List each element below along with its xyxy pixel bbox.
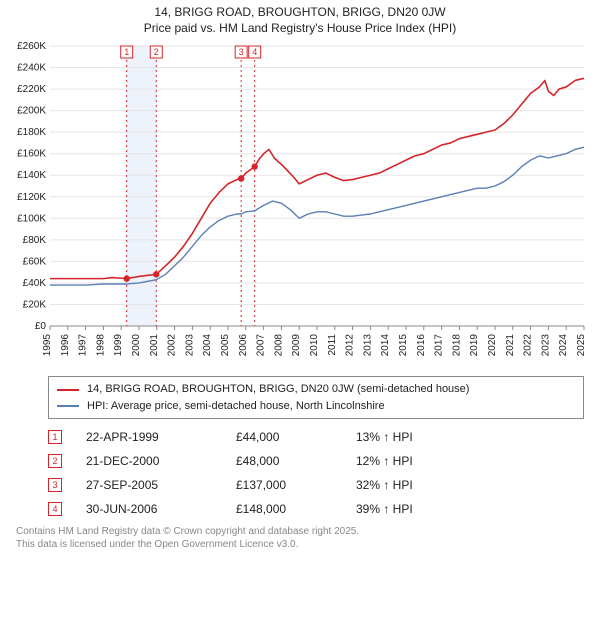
svg-text:2005: 2005 (220, 334, 231, 357)
transaction-marker: 2 (48, 454, 62, 468)
svg-text:2019: 2019 (469, 334, 480, 357)
transaction-marker: 4 (48, 502, 62, 516)
footer-line-2: This data is licensed under the Open Gov… (16, 538, 584, 551)
transaction-price: £148,000 (236, 497, 356, 521)
transaction-marker: 1 (48, 430, 62, 444)
svg-text:2021: 2021 (505, 334, 516, 357)
legend: 14, BRIGG ROAD, BROUGHTON, BRIGG, DN20 0… (48, 376, 584, 419)
svg-text:2009: 2009 (291, 334, 302, 357)
legend-label: 14, BRIGG ROAD, BROUGHTON, BRIGG, DN20 0… (87, 381, 469, 398)
svg-text:£60K: £60K (23, 257, 47, 268)
transaction-date: 22-APR-1999 (86, 425, 236, 449)
svg-text:1995: 1995 (42, 334, 53, 357)
svg-text:2010: 2010 (309, 334, 320, 357)
svg-text:2023: 2023 (540, 334, 551, 357)
transaction-delta: 12% ↑ HPI (356, 449, 413, 473)
chart-svg: £0 £20K £40K £60K £80K £100K £120K £140K £160K £1… (8, 40, 592, 370)
legend-swatch (57, 389, 79, 391)
svg-text:£200K: £200K (17, 106, 46, 117)
transaction-price: £137,000 (236, 473, 356, 497)
svg-text:1998: 1998 (95, 334, 106, 357)
svg-text:£220K: £220K (17, 84, 46, 95)
svg-text:4: 4 (252, 47, 257, 57)
svg-text:2006: 2006 (238, 334, 249, 357)
svg-text:1999: 1999 (113, 334, 124, 357)
svg-text:2017: 2017 (434, 334, 445, 357)
svg-text:3: 3 (239, 47, 244, 57)
svg-text:2022: 2022 (523, 334, 534, 357)
transaction-row: 4 30-JUN-2006£148,00039% ↑ HPI (48, 497, 584, 521)
svg-text:2011: 2011 (327, 334, 338, 356)
transaction-delta: 39% ↑ HPI (356, 497, 413, 521)
svg-text:£40K: £40K (23, 278, 47, 289)
legend-item: 14, BRIGG ROAD, BROUGHTON, BRIGG, DN20 0… (57, 381, 575, 398)
legend-swatch (57, 405, 79, 407)
transaction-price: £44,000 (236, 425, 356, 449)
svg-text:£20K: £20K (23, 300, 47, 311)
svg-text:2018: 2018 (451, 334, 462, 357)
transaction-row: 3 27-SEP-2005£137,00032% ↑ HPI (48, 473, 584, 497)
legend-label: HPI: Average price, semi-detached house,… (87, 398, 385, 415)
footer-line-1: Contains HM Land Registry data © Crown c… (16, 525, 584, 538)
svg-text:2001: 2001 (149, 334, 160, 357)
svg-text:2016: 2016 (416, 334, 427, 357)
svg-text:1997: 1997 (78, 334, 89, 357)
page: 14, BRIGG ROAD, BROUGHTON, BRIGG, DN20 0… (0, 0, 600, 559)
svg-text:2024: 2024 (558, 334, 569, 357)
svg-text:2: 2 (154, 47, 159, 57)
transaction-price: £48,000 (236, 449, 356, 473)
svg-text:£240K: £240K (17, 63, 46, 74)
svg-text:2013: 2013 (362, 334, 373, 357)
svg-text:2008: 2008 (273, 334, 284, 357)
title-line-2: Price paid vs. HM Land Registry's House … (8, 20, 592, 36)
transactions-table: 1 22-APR-1999£44,00013% ↑ HPI 2 21-DEC-2000… (48, 425, 584, 521)
transaction-date: 21-DEC-2000 (86, 449, 236, 473)
svg-text:£100K: £100K (17, 214, 46, 225)
svg-text:2014: 2014 (380, 334, 391, 357)
svg-text:£180K: £180K (17, 128, 46, 139)
svg-text:2003: 2003 (184, 334, 195, 357)
price-chart: £0 £20K £40K £60K £80K £100K £120K £140K £160K £1… (8, 40, 592, 370)
footer: Contains HM Land Registry data © Crown c… (16, 525, 584, 551)
transaction-date: 27-SEP-2005 (86, 473, 236, 497)
svg-text:£160K: £160K (17, 149, 46, 160)
svg-text:£260K: £260K (17, 41, 46, 52)
svg-text:2020: 2020 (487, 334, 498, 357)
transaction-delta: 13% ↑ HPI (356, 425, 413, 449)
svg-text:£120K: £120K (17, 192, 46, 203)
svg-text:£0: £0 (35, 321, 47, 332)
transaction-marker: 3 (48, 478, 62, 492)
svg-text:2004: 2004 (202, 334, 213, 357)
svg-text:2025: 2025 (576, 334, 587, 357)
transaction-row: 1 22-APR-1999£44,00013% ↑ HPI (48, 425, 584, 449)
svg-text:2000: 2000 (131, 334, 142, 357)
chart-titles: 14, BRIGG ROAD, BROUGHTON, BRIGG, DN20 0… (8, 4, 592, 36)
legend-item: HPI: Average price, semi-detached house,… (57, 398, 575, 415)
title-line-1: 14, BRIGG ROAD, BROUGHTON, BRIGG, DN20 0… (8, 4, 592, 20)
svg-text:£80K: £80K (23, 235, 47, 246)
svg-text:2012: 2012 (345, 334, 356, 357)
transaction-delta: 32% ↑ HPI (356, 473, 413, 497)
transaction-row: 2 21-DEC-2000£48,00012% ↑ HPI (48, 449, 584, 473)
transaction-date: 30-JUN-2006 (86, 497, 236, 521)
svg-text:£140K: £140K (17, 171, 46, 182)
svg-text:2007: 2007 (256, 334, 267, 357)
svg-text:1996: 1996 (60, 334, 71, 357)
svg-text:2002: 2002 (167, 334, 178, 357)
svg-text:1: 1 (124, 47, 129, 57)
svg-text:2015: 2015 (398, 334, 409, 357)
